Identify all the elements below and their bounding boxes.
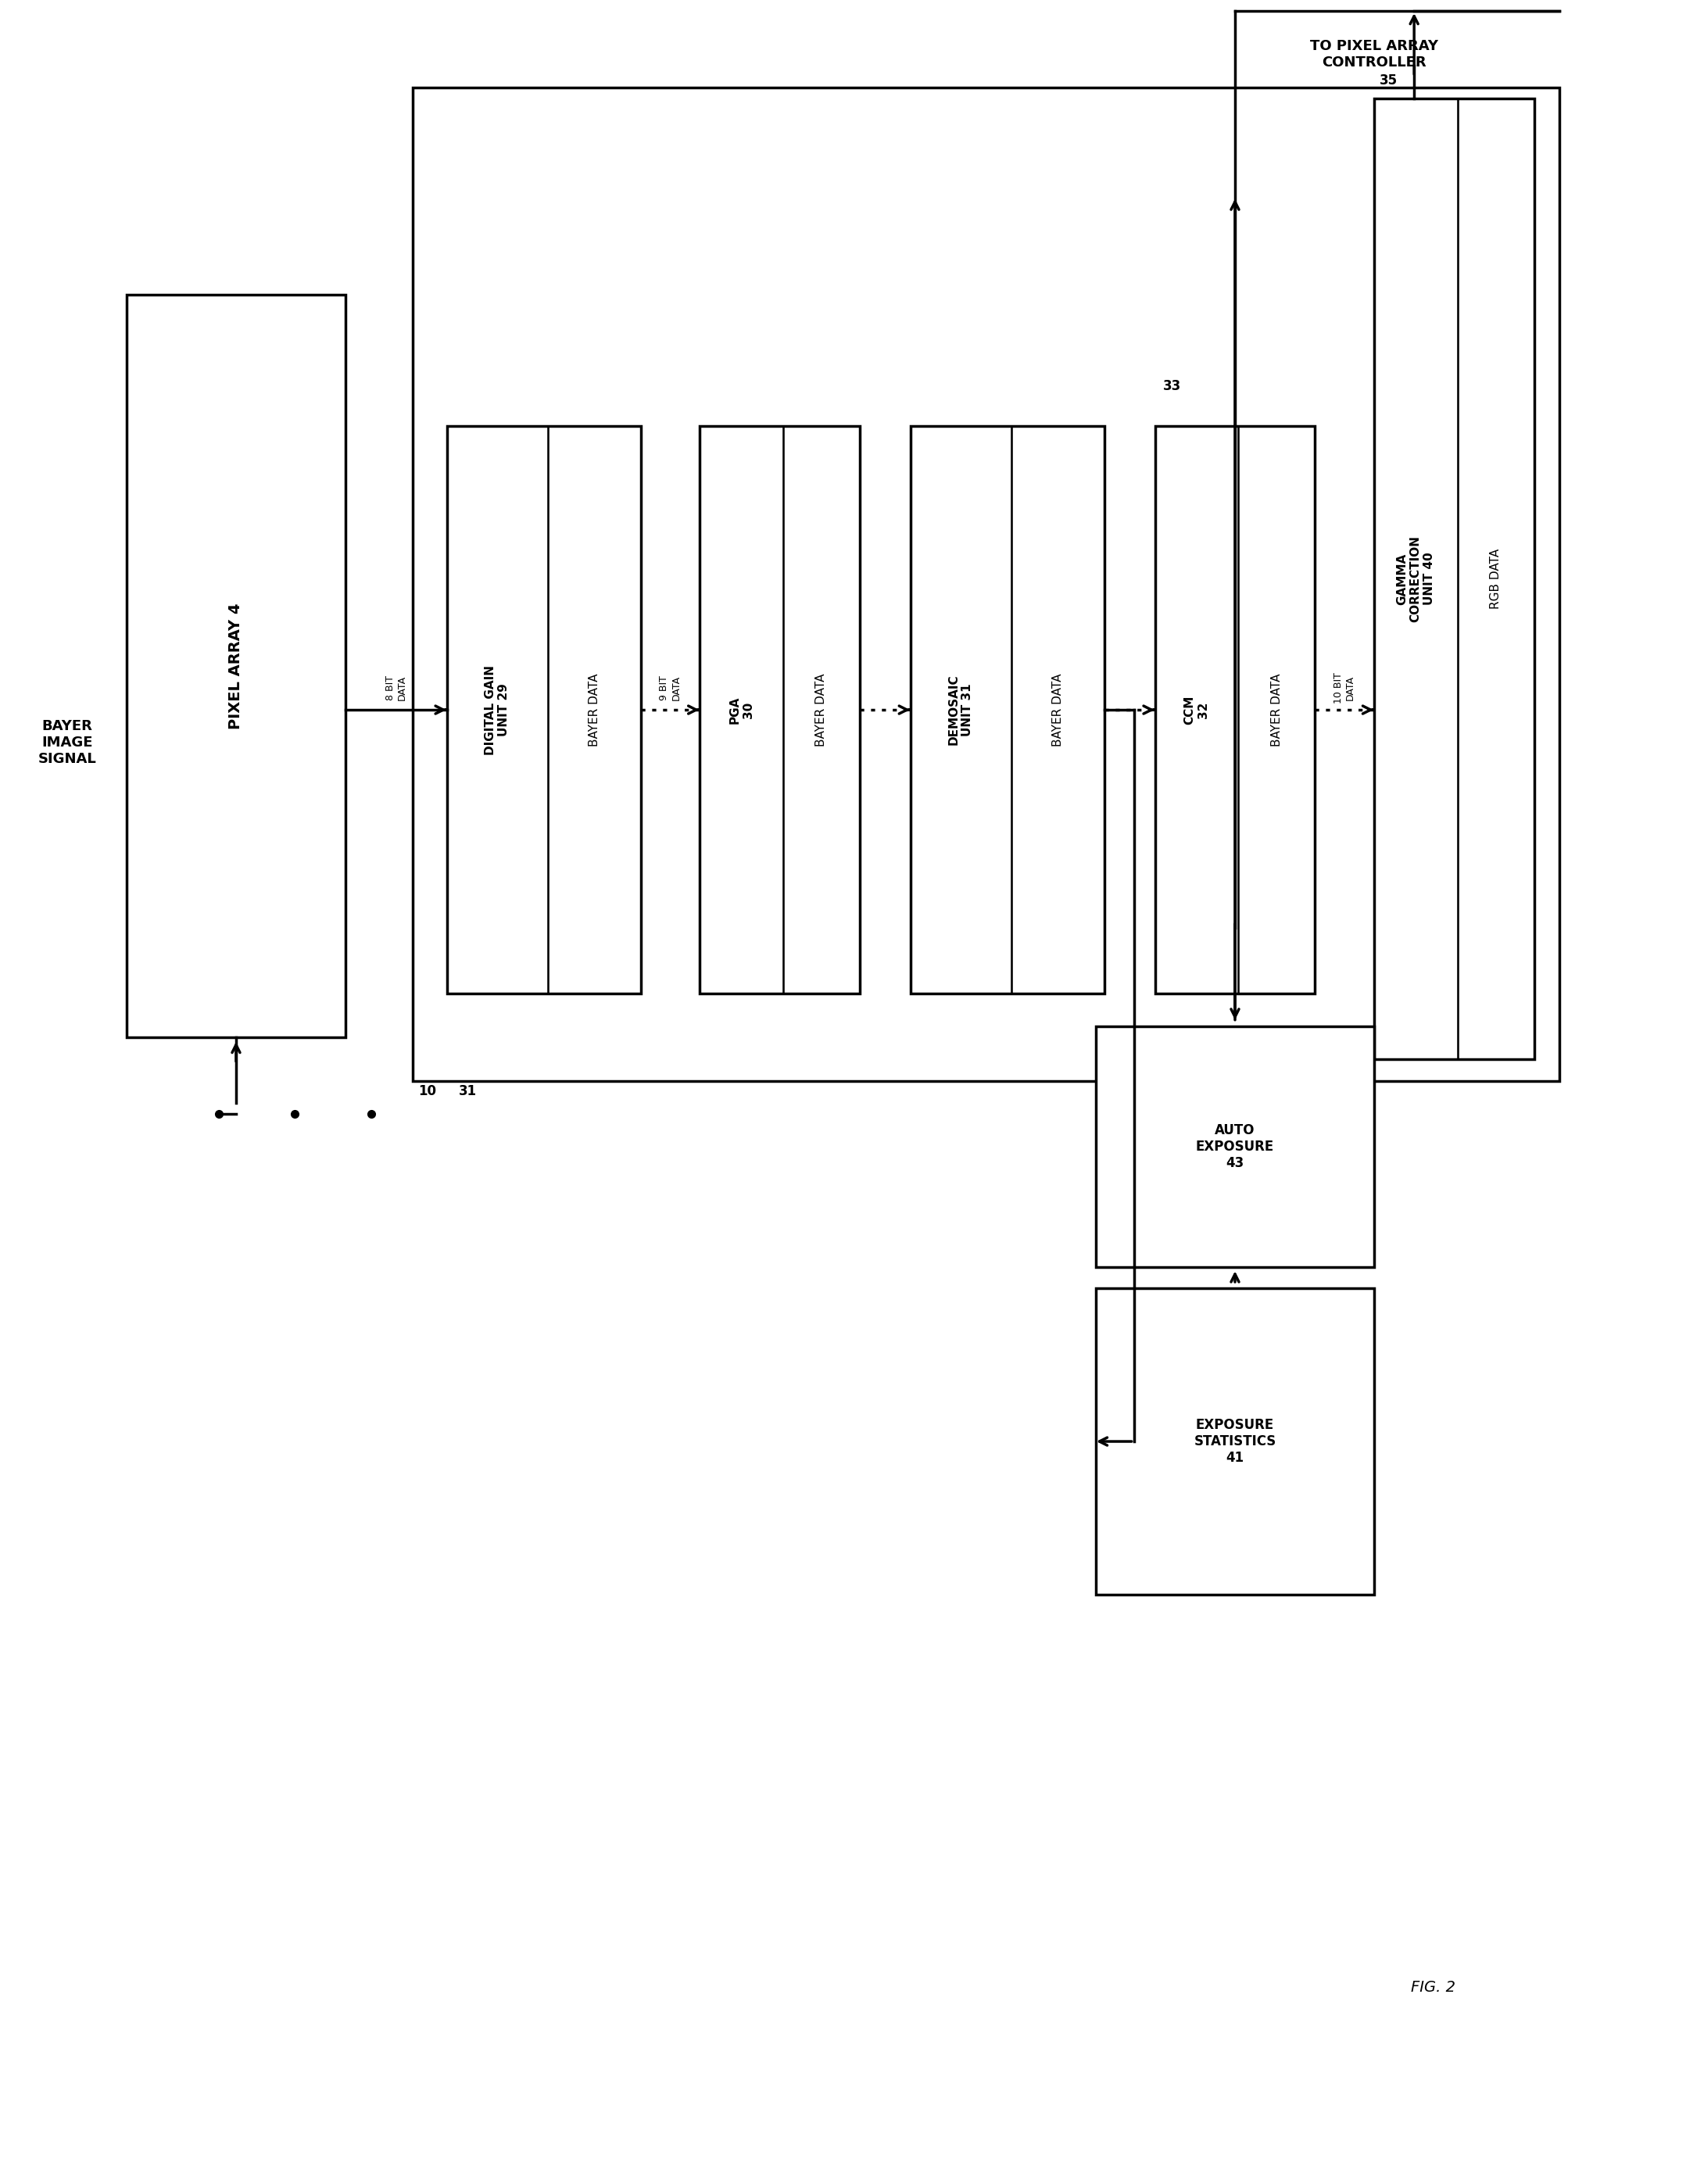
Text: EXPOSURE
STATISTICS
41: EXPOSURE STATISTICS 41 bbox=[1194, 1417, 1276, 1465]
Bar bbox=[700, 426, 860, 994]
Text: CCM
32: CCM 32 bbox=[1184, 695, 1209, 725]
Text: 33: 33 bbox=[1163, 380, 1182, 393]
Text: PIXEL ARRAY 4: PIXEL ARRAY 4 bbox=[229, 603, 243, 729]
Text: 9 BIT
DATA: 9 BIT DATA bbox=[659, 675, 681, 701]
Bar bbox=[413, 87, 1560, 1081]
Text: BAYER DATA: BAYER DATA bbox=[1052, 673, 1064, 747]
Text: 8 BIT
DATA: 8 BIT DATA bbox=[386, 675, 406, 701]
Text: BAYER DATA: BAYER DATA bbox=[588, 673, 600, 747]
Bar bbox=[1374, 98, 1534, 1059]
Text: 31: 31 bbox=[459, 1085, 477, 1099]
Text: BAYER DATA: BAYER DATA bbox=[816, 673, 828, 747]
Text: PGA
30: PGA 30 bbox=[728, 697, 754, 723]
Text: DIGITAL GAIN
UNIT 29: DIGITAL GAIN UNIT 29 bbox=[484, 664, 509, 756]
Bar bbox=[1096, 1026, 1374, 1267]
Text: DEMOSAIC
UNIT 31: DEMOSAIC UNIT 31 bbox=[948, 675, 973, 745]
Bar bbox=[910, 426, 1104, 994]
Text: BAYER
IMAGE
SIGNAL: BAYER IMAGE SIGNAL bbox=[39, 719, 96, 767]
Text: RGB DATA: RGB DATA bbox=[1490, 548, 1502, 609]
Text: GAMMA
CORRECTION
UNIT 40: GAMMA CORRECTION UNIT 40 bbox=[1396, 535, 1435, 622]
Text: AUTO
EXPOSURE
43: AUTO EXPOSURE 43 bbox=[1195, 1123, 1275, 1171]
Bar bbox=[1096, 1289, 1374, 1594]
Bar bbox=[1155, 426, 1315, 994]
Bar bbox=[126, 295, 346, 1037]
Text: TO PIXEL ARRAY
CONTROLLER: TO PIXEL ARRAY CONTROLLER bbox=[1310, 39, 1438, 70]
Text: FIG. 2: FIG. 2 bbox=[1411, 1981, 1455, 1994]
Bar bbox=[447, 426, 641, 994]
Text: 35: 35 bbox=[1379, 74, 1398, 87]
Text: 10 BIT
DATA: 10 BIT DATA bbox=[1334, 673, 1356, 703]
Text: 10: 10 bbox=[418, 1085, 437, 1099]
Text: BAYER DATA: BAYER DATA bbox=[1271, 673, 1283, 747]
